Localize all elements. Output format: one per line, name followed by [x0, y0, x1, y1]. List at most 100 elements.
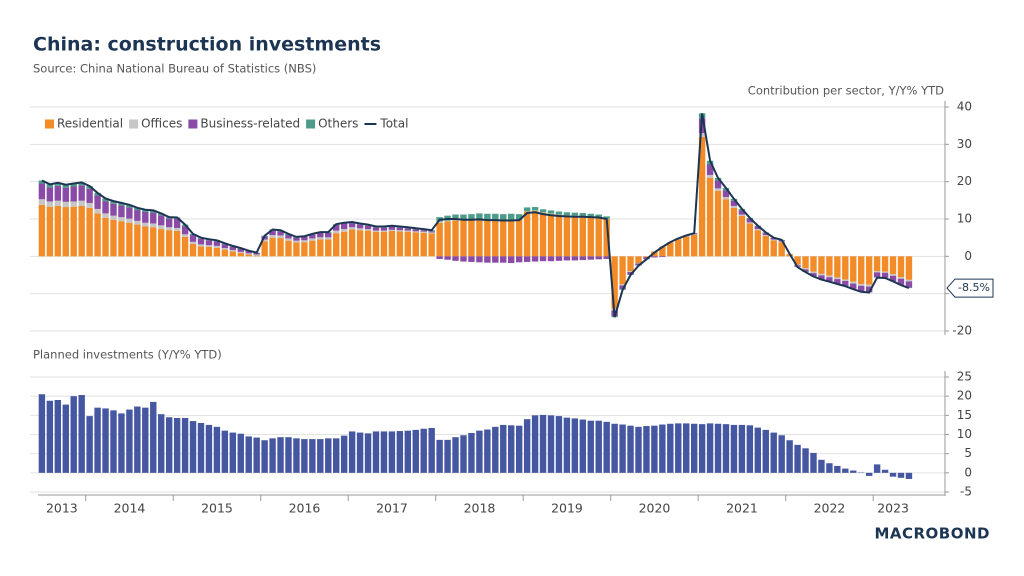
bar — [86, 416, 93, 473]
bar-segment — [683, 236, 690, 257]
y-tick-label: 0 — [964, 465, 972, 479]
bar — [325, 438, 332, 473]
bar — [181, 418, 189, 473]
bar — [420, 428, 427, 473]
bar-segment — [531, 256, 539, 262]
bar-segment — [643, 256, 650, 258]
bar — [189, 421, 197, 473]
bar-segment — [301, 242, 308, 257]
bar — [881, 469, 889, 473]
bar-segment — [619, 284, 626, 286]
bar-segment — [412, 232, 419, 257]
bar — [754, 427, 762, 473]
x-tick-label: 2020 — [639, 501, 671, 516]
bar — [873, 464, 881, 473]
bar — [508, 425, 515, 473]
bar — [126, 409, 133, 473]
bar-segment — [492, 219, 499, 257]
bar — [826, 463, 833, 473]
bar-segment — [770, 238, 777, 240]
bar — [834, 465, 841, 473]
bar-segment — [850, 256, 857, 282]
bar-segment — [309, 240, 316, 257]
bar — [762, 429, 769, 473]
bar — [317, 439, 324, 473]
bar — [356, 432, 364, 473]
bar-segment — [356, 224, 364, 229]
bar-segment — [667, 242, 674, 257]
bar — [500, 424, 507, 473]
bar-segment — [515, 219, 523, 257]
bar — [460, 435, 467, 473]
legend-swatch — [306, 119, 316, 129]
bar — [675, 423, 682, 473]
bar-segment — [460, 220, 467, 257]
bar-segment — [317, 237, 324, 240]
bar — [301, 439, 308, 473]
bar-segment — [858, 256, 865, 284]
bar-segment — [404, 228, 412, 231]
chart-title: Planned investments (Y/Y% YTD) — [33, 348, 222, 362]
bar-segment — [317, 232, 324, 238]
bar-segment — [245, 253, 252, 255]
bar-segment — [285, 235, 292, 239]
bar-segment — [380, 227, 388, 231]
bar-segment — [468, 219, 475, 257]
bar — [444, 439, 451, 473]
bar-segment — [150, 223, 157, 228]
bar-segment — [158, 215, 165, 226]
bar-segment — [754, 226, 762, 230]
bar-segment — [237, 252, 244, 257]
bar-segment — [70, 201, 77, 207]
bar-segment — [62, 201, 69, 208]
bar-segment — [102, 217, 109, 257]
bar-segment — [770, 240, 777, 257]
bar — [706, 423, 714, 473]
bar-segment — [746, 219, 754, 223]
bar-segment — [38, 180, 46, 184]
bar-segment — [444, 256, 451, 260]
bar — [555, 416, 563, 473]
bar-segment — [372, 230, 380, 232]
bar-segment — [261, 239, 268, 242]
bar-segment — [301, 240, 308, 243]
bar-segment — [412, 231, 419, 233]
bar-segment — [587, 217, 594, 257]
bar-segment — [595, 217, 602, 257]
bar-segment — [476, 219, 483, 257]
bar-segment — [189, 244, 197, 257]
bar-segment — [221, 248, 229, 250]
bar-segment — [794, 256, 801, 265]
title: China: construction investments — [33, 34, 381, 56]
bar — [142, 407, 149, 473]
bar-segment — [78, 185, 85, 201]
bar-segment — [619, 256, 626, 285]
bar-segment — [675, 239, 682, 257]
bar — [492, 426, 499, 473]
bar — [746, 425, 754, 473]
bar-segment — [730, 205, 738, 208]
bar-segment — [889, 256, 897, 275]
bar-segment — [738, 210, 746, 215]
bar-segment — [659, 246, 666, 257]
bar — [842, 468, 849, 473]
bar-segment — [436, 256, 443, 259]
x-tick-label: 2016 — [289, 501, 321, 516]
bar-segment — [62, 207, 69, 257]
bar-segment — [364, 230, 372, 257]
bar-segment — [110, 219, 117, 257]
bar-segment — [468, 256, 475, 262]
bar-segment — [340, 229, 348, 232]
bar-segment — [722, 196, 730, 200]
bar — [102, 408, 109, 473]
bar-segment — [94, 192, 101, 196]
bar-segment — [635, 256, 642, 264]
bar-segment — [134, 210, 141, 221]
bar-segment — [603, 256, 610, 259]
bar — [794, 444, 801, 473]
bar — [571, 418, 579, 473]
bar-segment — [452, 219, 459, 221]
bar — [778, 435, 785, 473]
bar-segment — [78, 200, 85, 206]
bar-segment — [858, 283, 865, 286]
